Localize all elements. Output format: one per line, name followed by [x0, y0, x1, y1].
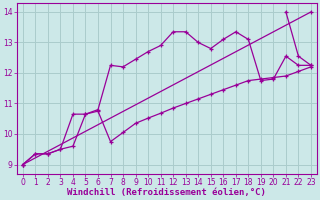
- X-axis label: Windchill (Refroidissement éolien,°C): Windchill (Refroidissement éolien,°C): [68, 188, 266, 197]
